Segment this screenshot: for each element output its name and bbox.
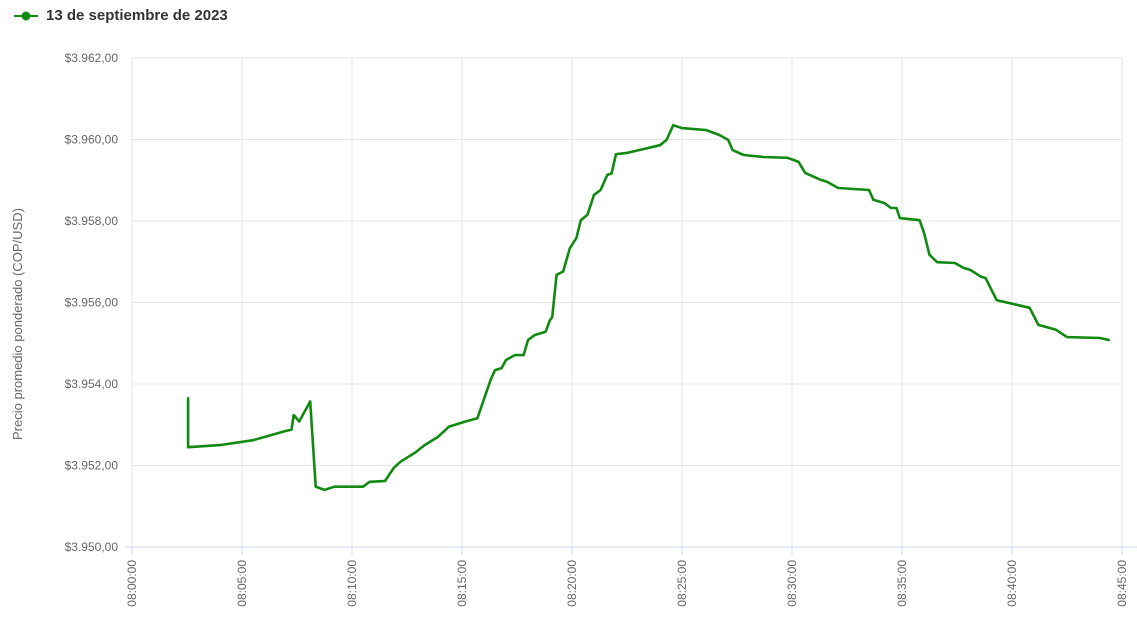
x-tick-label: 08:15:00: [455, 560, 469, 607]
x-tick-label: 08:35:00: [895, 560, 909, 607]
x-tick-label: 08:25:00: [675, 560, 689, 607]
y-tick-label: $3.958,00: [65, 214, 119, 228]
series-line[interactable]: [186, 123, 1111, 492]
y-tick-label: $3.954,00: [65, 377, 119, 391]
legend-series-marker-icon: [13, 9, 39, 23]
x-tick-label: 08:20:00: [565, 560, 579, 607]
legend-item[interactable]: 13 de septiembre de 2023: [13, 7, 228, 24]
y-tick-label: $3.960,00: [65, 133, 119, 147]
y-tick-label: $3.950,00: [65, 540, 119, 554]
x-tick-label: 08:45:00: [1115, 560, 1129, 607]
y-tick-label: $3.962,00: [65, 51, 119, 65]
y-tick-label: $3.956,00: [65, 296, 119, 310]
y-tick-label: $3.952,00: [65, 459, 119, 473]
x-tick-label: 08:00:00: [125, 560, 139, 607]
x-tick-label: 08:30:00: [785, 560, 799, 607]
x-tick-label: 08:05:00: [235, 560, 249, 607]
y-axis-title: Precio promedio ponderado (COP/USD): [10, 208, 25, 440]
x-tick-label: 08:10:00: [345, 560, 359, 607]
legend-series-label: 13 de septiembre de 2023: [46, 7, 228, 24]
x-tick-label: 08:40:00: [1005, 560, 1019, 607]
